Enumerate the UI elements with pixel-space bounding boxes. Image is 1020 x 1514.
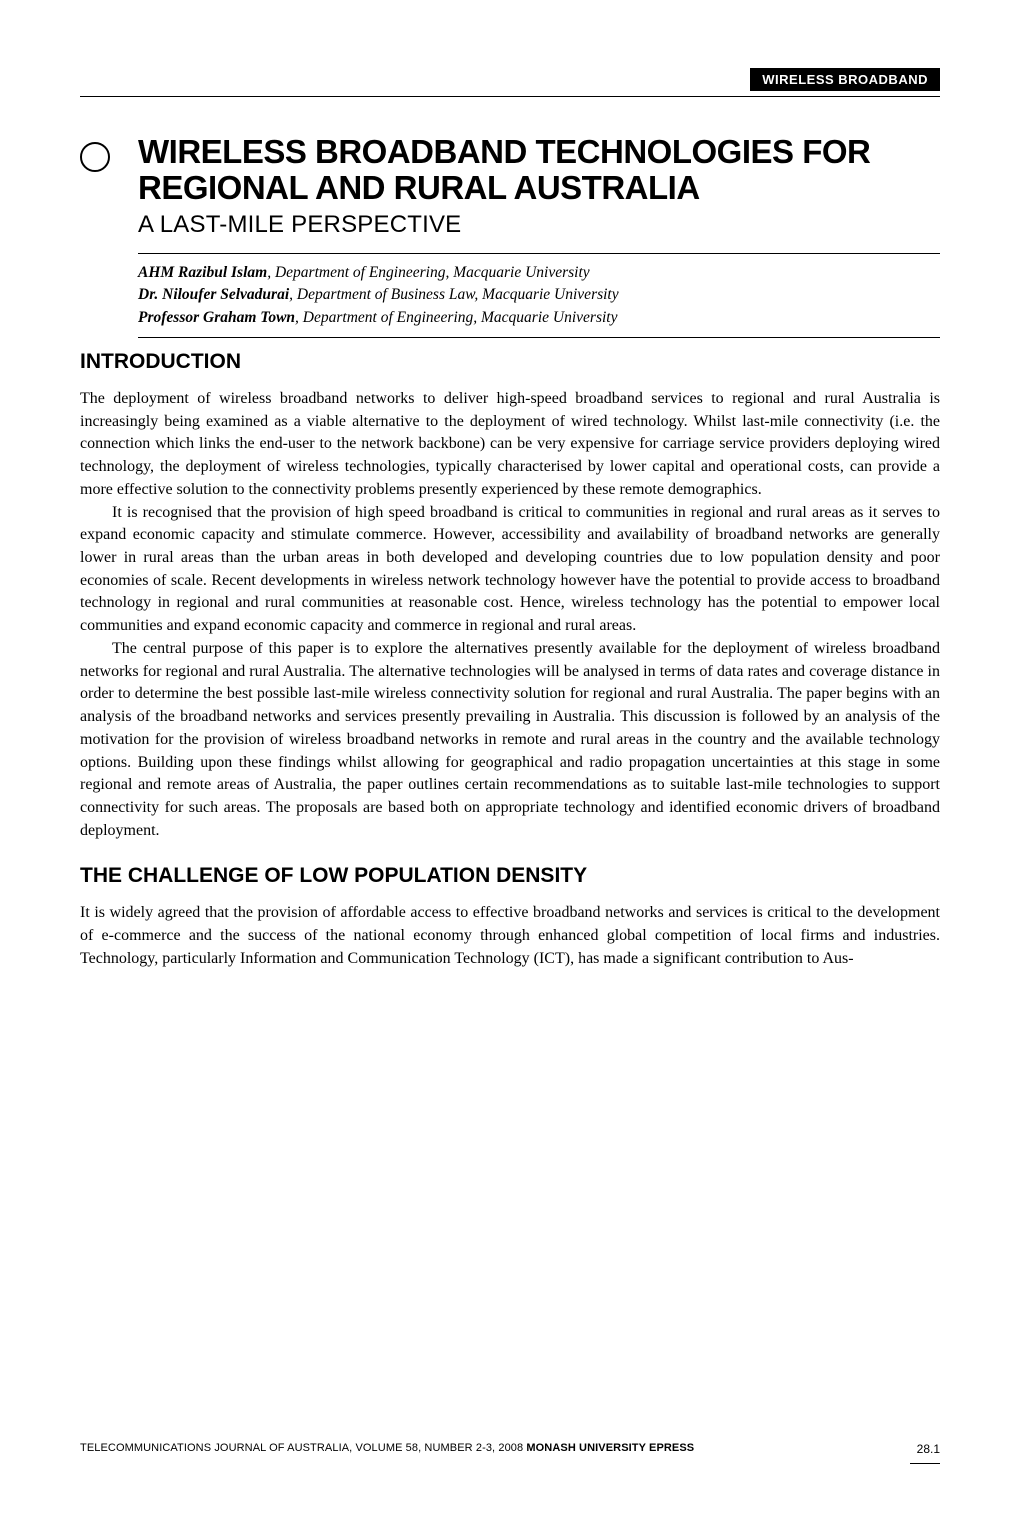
page-number: 28.1 (917, 1442, 940, 1456)
section-tag: WIRELESS BROADBAND (750, 68, 940, 91)
footer-citation: TELECOMMUNICATIONS JOURNAL OF AUSTRALIA,… (80, 1442, 694, 1454)
paragraph: It is widely agreed that the provision o… (80, 902, 940, 970)
author-block: AHM Razibul Islam, Department of Enginee… (138, 253, 940, 338)
article-body: INTRODUCTION The deployment of wireless … (80, 350, 940, 971)
author-line: Professor Graham Town, Department of Eng… (138, 307, 940, 329)
section-heading: THE CHALLENGE OF LOW POPULATION DENSITY (80, 864, 940, 888)
author-name: AHM Razibul Islam (138, 264, 267, 281)
author-name: Dr. Niloufer Selvadurai (138, 286, 289, 303)
circle-marker-icon (80, 142, 110, 172)
author-affiliation: , Department of Business Law, Macquarie … (289, 286, 618, 303)
author-affiliation: , Department of Engineering, Macquarie U… (295, 309, 617, 326)
title-block: WIRELESS BROADBAND TECHNOLOGIES FOR REGI… (138, 134, 940, 338)
paragraph: It is recognised that the provision of h… (80, 502, 940, 638)
paragraph: The deployment of wireless broadband net… (80, 388, 940, 502)
author-line: Dr. Niloufer Selvadurai, Department of B… (138, 284, 940, 306)
article-subtitle: A LAST-MILE PERSPECTIVE (138, 211, 940, 239)
title-line-2: REGIONAL AND RURAL AUSTRALIA (138, 169, 700, 206)
article-title: WIRELESS BROADBAND TECHNOLOGIES FOR REGI… (138, 134, 940, 207)
page-number-rule (910, 1463, 940, 1464)
title-line-1: WIRELESS BROADBAND TECHNOLOGIES FOR (138, 133, 870, 170)
paragraph: The central purpose of this paper is to … (80, 638, 940, 842)
section-body: The deployment of wireless broadband net… (80, 388, 940, 842)
top-rule (80, 96, 940, 97)
section-body: It is widely agreed that the provision o… (80, 902, 940, 970)
page-footer: TELECOMMUNICATIONS JOURNAL OF AUSTRALIA,… (80, 1438, 940, 1456)
author-line: AHM Razibul Islam, Department of Enginee… (138, 262, 940, 284)
footer-plain: TELECOMMUNICATIONS JOURNAL OF AUSTRALIA,… (80, 1442, 526, 1454)
author-name: Professor Graham Town (138, 309, 295, 326)
footer-bold: MONASH UNIVERSITY EPRESS (526, 1442, 694, 1454)
author-affiliation: , Department of Engineering, Macquarie U… (267, 264, 589, 281)
section-heading: INTRODUCTION (80, 350, 940, 374)
